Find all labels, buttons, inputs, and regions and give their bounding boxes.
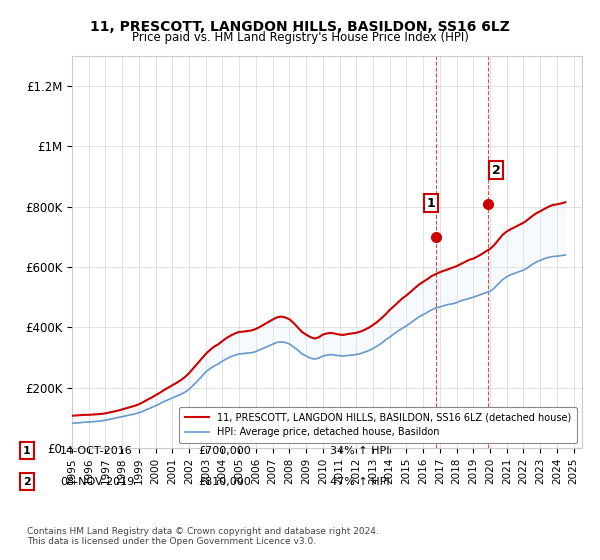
Text: Price paid vs. HM Land Registry's House Price Index (HPI): Price paid vs. HM Land Registry's House … <box>131 31 469 44</box>
Legend: 11, PRESCOTT, LANGDON HILLS, BASILDON, SS16 6LZ (detached house), HPI: Average p: 11, PRESCOTT, LANGDON HILLS, BASILDON, S… <box>179 407 577 443</box>
Text: 2: 2 <box>23 477 31 487</box>
Text: 08-NOV-2019: 08-NOV-2019 <box>60 477 134 487</box>
Text: 11, PRESCOTT, LANGDON HILLS, BASILDON, SS16 6LZ: 11, PRESCOTT, LANGDON HILLS, BASILDON, S… <box>90 20 510 34</box>
Text: 47% ↑ HPI: 47% ↑ HPI <box>330 477 389 487</box>
Text: 1: 1 <box>427 197 436 210</box>
Text: £810,000: £810,000 <box>198 477 251 487</box>
Text: £700,000: £700,000 <box>198 446 251 456</box>
Text: 2: 2 <box>491 164 500 176</box>
Text: 1: 1 <box>23 446 31 456</box>
Text: Contains HM Land Registry data © Crown copyright and database right 2024.
This d: Contains HM Land Registry data © Crown c… <box>27 526 379 546</box>
Text: 14-OCT-2016: 14-OCT-2016 <box>60 446 133 456</box>
Text: 34% ↑ HPI: 34% ↑ HPI <box>330 446 389 456</box>
